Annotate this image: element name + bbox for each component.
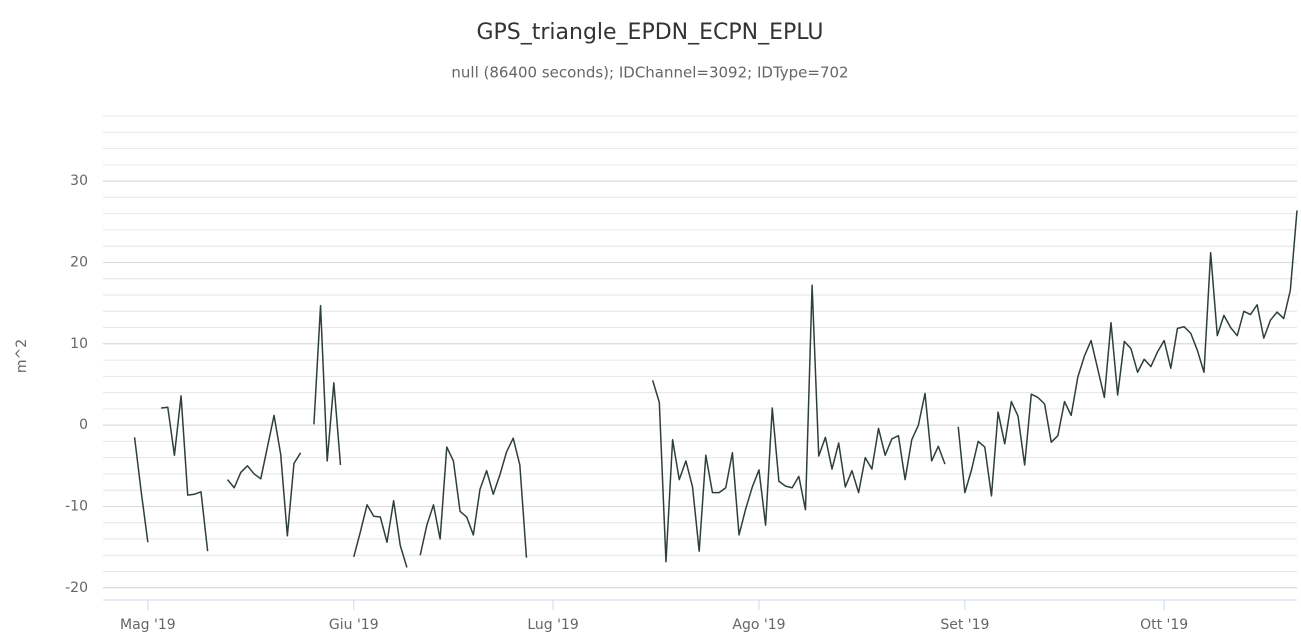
chart-title: GPS_triangle_EPDN_ECPN_EPLU [476,20,823,45]
x-tick-label: Giu '19 [329,617,379,633]
chart-subtitle: null (86400 seconds); IDChannel=3092; ID… [451,64,848,82]
x-tick-label: Ott '19 [1140,617,1188,633]
y-tick-label: -10 [65,498,88,514]
y-tick-label: 20 [70,254,88,270]
y-tick-label: 0 [79,417,88,433]
x-tick-label: Set '19 [940,617,989,633]
y-tick-label: 30 [70,173,88,189]
y-tick-label: -20 [65,580,88,596]
x-tick-label: Ago '19 [732,617,785,633]
x-tick-label: Mag '19 [120,617,176,633]
y-tick-label: 10 [70,336,88,352]
x-tick-label: Lug '19 [527,617,578,633]
y-axis-label: m^2 [14,339,30,373]
data-line [133,210,1298,568]
